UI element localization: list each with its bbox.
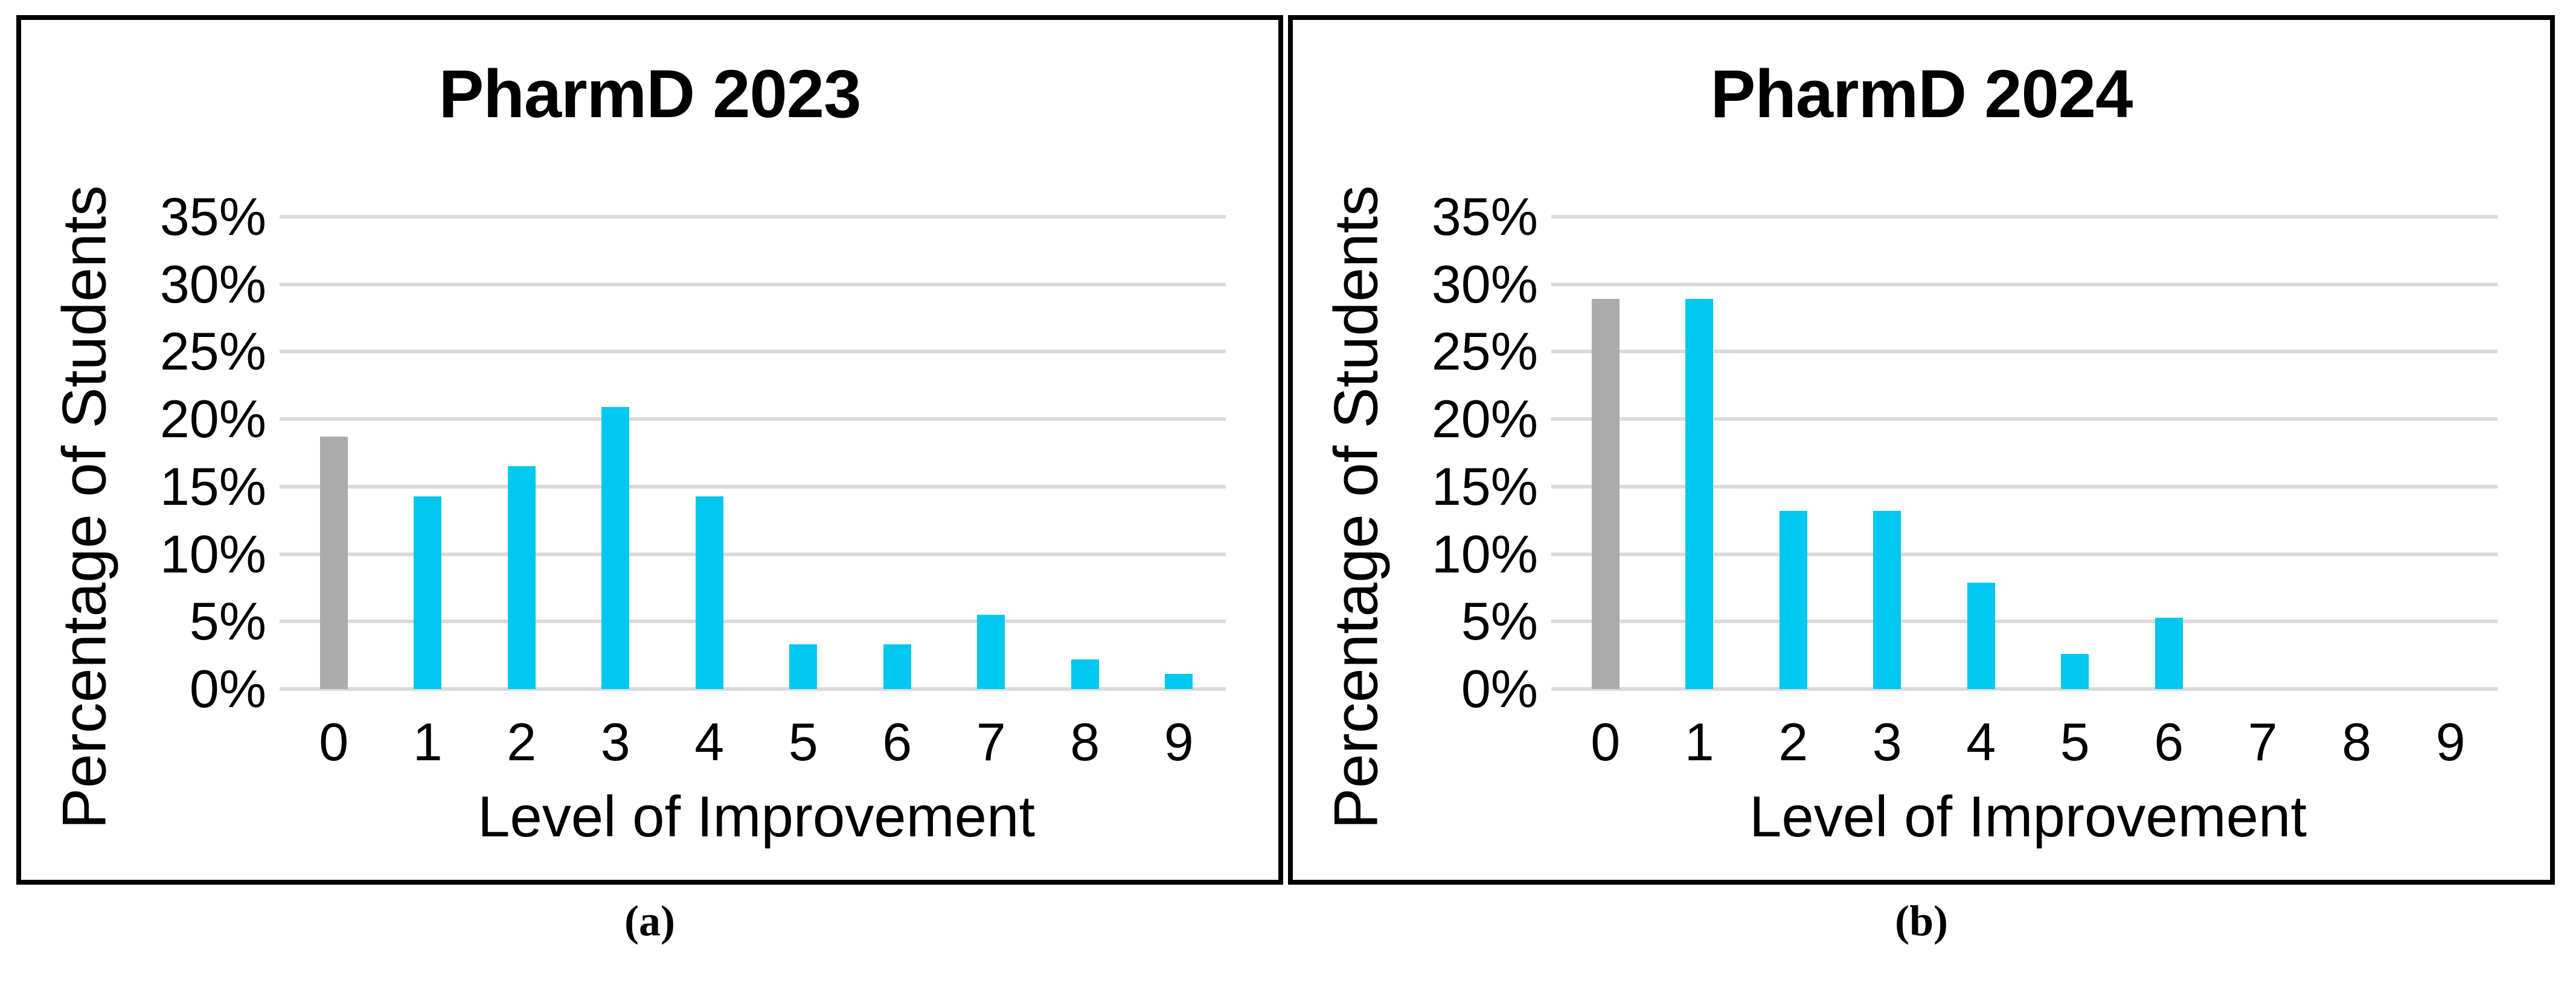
chart-title: PharmD 2024 [1710,56,2133,132]
x-tick-label: 4 [1966,712,1996,772]
y-axis-ticks: 0% 5% 10% 15% 20% 25% 30% 35% [1377,190,1538,716]
y-tick-label: 15% [159,456,266,516]
captions-row: (a) (b) [0,899,2576,943]
x-tick-label: 5 [2060,712,2090,772]
bar-level-9 [1165,674,1193,689]
gridline [280,350,1226,354]
x-tick-label: 3 [600,712,630,772]
gridline [280,552,1226,556]
y-tick-label: 15% [1431,456,1538,516]
x-tick-label: 7 [2248,712,2278,772]
y-tick-label: 0% [189,659,266,719]
x-tick-label: 9 [2435,712,2465,772]
gridline [280,620,1226,624]
gridline [280,282,1226,286]
bar-level-7 [977,615,1005,689]
bar-level-3 [601,407,630,689]
bar-level-5 [789,644,818,689]
x-tick-label: 8 [2342,712,2372,772]
gridline [1551,282,2498,286]
x-tick-label: 1 [412,712,443,772]
x-axis-title: Level of Improvement [477,784,1036,849]
chart-title: PharmD 2023 [438,56,862,132]
bar-level-8 [1071,659,1099,689]
x-tick-label: 8 [1070,712,1100,772]
y-tick-label: 25% [1431,321,1538,382]
gridline [1551,484,2498,489]
bar-level-6 [883,644,911,689]
x-tick-label: 9 [1164,712,1194,772]
gridline [1551,350,2498,354]
x-axis-title: Level of Improvement [1749,784,2307,849]
bar-level-6 [2155,617,2183,689]
y-tick-label: 5% [189,591,266,652]
bar-level-0 [319,437,348,689]
y-tick-label: 35% [1431,187,1538,246]
y-tick-label: 25% [159,321,266,382]
panel-row: PharmD 2023 Percentage of Students 0% 5% 1… [16,15,2555,885]
bar-level-1 [1685,299,1714,689]
y-tick-label: 10% [159,524,266,584]
gridline [1551,215,2498,219]
bar-level-1 [414,496,442,689]
x-tick-label: 0 [319,712,349,772]
gridline [1551,687,2498,691]
x-tick-label: 7 [976,712,1006,772]
x-tick-label: 2 [1778,712,1809,772]
x-tick-label: 3 [1872,712,1902,772]
y-tick-label: 5% [1461,591,1538,652]
gridline [1551,620,2498,624]
gridline [280,687,1226,691]
x-tick-label: 2 [507,712,537,772]
y-tick-label: 35% [159,187,266,246]
bar-level-2 [1779,511,1807,689]
gridline [280,417,1226,421]
gridline [1551,417,2498,421]
chart-panel-a: PharmD 2023 Percentage of Students 0% 5% 1… [16,15,1283,885]
bar-level-3 [1873,511,1902,689]
x-tick-label: 0 [1591,712,1621,772]
x-tick-label: 6 [2154,712,2184,772]
x-tick-label: 4 [694,712,725,772]
bar-level-5 [2061,653,2089,689]
x-tick-label: 5 [788,712,818,772]
y-tick-label: 20% [159,389,266,449]
x-tick-label: 6 [882,712,912,772]
gridline [1551,552,2498,556]
gridline [280,215,1226,219]
bar-level-4 [1967,582,1995,689]
x-tick-label: 1 [1684,712,1714,772]
caption-a: (a) [624,897,675,945]
y-tick-label: 30% [1431,254,1538,314]
plot-area [280,215,1226,691]
bar-level-2 [507,466,536,689]
y-tick-label: 30% [159,254,266,314]
plot-area [1551,215,2498,691]
bar-level-0 [1591,299,1620,689]
chart-panel-b: PharmD 2024 Percentage of Students 0% 5% 1… [1288,15,2555,885]
gridline [280,484,1226,489]
y-tick-label: 0% [1461,659,1538,719]
caption-b: (b) [1895,897,1948,945]
bar-level-4 [695,496,723,689]
y-tick-label: 10% [1431,524,1538,584]
y-tick-label: 20% [1431,389,1538,449]
y-axis-ticks: 0% 5% 10% 15% 20% 25% 30% 35% [106,190,266,716]
